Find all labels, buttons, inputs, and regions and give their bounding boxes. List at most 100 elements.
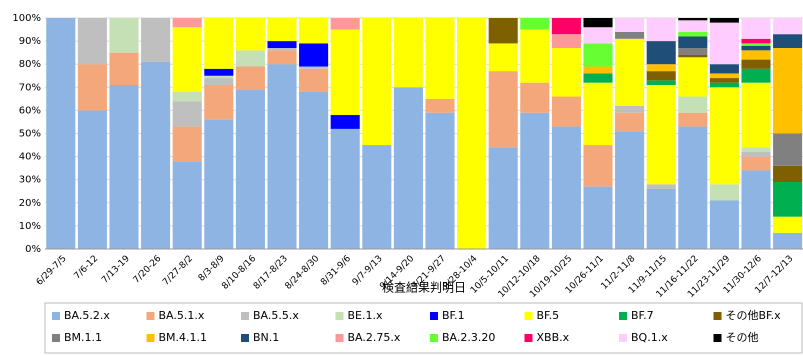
bar-segment <box>583 66 613 74</box>
bar-segment <box>646 41 676 65</box>
bar-segment <box>520 82 550 113</box>
x-tick-label: 8/31-9/6 <box>319 254 353 288</box>
bar-segment <box>330 115 360 129</box>
legend-label: BE.1.x <box>348 309 383 322</box>
legend-swatch <box>713 334 722 342</box>
bar-segment <box>615 38 645 106</box>
bar-segment <box>583 27 613 44</box>
bar-segment <box>615 112 645 132</box>
bar-segment <box>741 82 771 148</box>
y-tick-label: 10% <box>19 221 41 232</box>
bar-segment <box>678 20 708 32</box>
x-tick-label: 7/6-12 <box>73 254 101 282</box>
bar-segment <box>773 182 803 217</box>
bar-segment <box>235 50 265 67</box>
bar-segment <box>172 161 202 249</box>
legend-swatch <box>524 334 533 342</box>
bar-segment <box>425 98 455 113</box>
bar-segment <box>267 64 297 249</box>
bar-segment <box>773 232 803 249</box>
bar-segment <box>678 112 708 127</box>
bar-segment <box>299 43 329 67</box>
bar-segment <box>172 18 202 28</box>
bar-segment <box>267 48 297 51</box>
bar-segment <box>583 82 613 146</box>
legend-label: BF.5 <box>537 309 560 322</box>
bar-segment <box>235 66 265 90</box>
bar-segment <box>583 186 613 249</box>
bar-segment <box>646 84 676 185</box>
bar-segment <box>299 18 329 44</box>
bar-segment <box>678 126 708 249</box>
legend-swatch <box>241 334 249 342</box>
bar-segment <box>741 147 771 152</box>
bar-segment <box>646 18 676 42</box>
x-tick-label: 8/24-8/30 <box>284 254 322 292</box>
bar-segment <box>362 18 392 146</box>
y-tick-label: 80% <box>19 59 41 70</box>
bar-segment <box>172 91 202 102</box>
bar-segment <box>741 38 771 44</box>
y-tick-label: 50% <box>19 129 41 140</box>
bar-segment <box>520 29 550 83</box>
legend-box <box>44 302 803 354</box>
bar-segment <box>678 96 708 113</box>
bar-segment <box>267 50 297 65</box>
legend-label: その他 <box>726 331 759 344</box>
bar-segment <box>646 188 676 249</box>
bar-segment <box>709 87 739 185</box>
bar-segment <box>583 43 613 67</box>
bar-segment <box>551 34 581 49</box>
bar-segment <box>46 18 76 249</box>
legend-label: BQ.1.x <box>631 331 668 344</box>
bar-segment <box>709 22 739 65</box>
legend-label: BF.7 <box>631 309 654 322</box>
bar-segment <box>773 34 803 49</box>
x-tick-label: 7/27-8/2 <box>161 254 195 288</box>
y-tick-label: 100% <box>12 13 41 24</box>
bar-segment <box>709 18 739 23</box>
bar-segment <box>615 18 645 32</box>
legend-label: BA.2.75.x <box>348 331 401 344</box>
bar-segment <box>488 18 518 44</box>
bar-segment <box>109 52 139 85</box>
legend-label: XBB.x <box>537 331 570 344</box>
bar-segment <box>741 45 771 51</box>
legend-label: BA.5.2.x <box>64 309 110 322</box>
bar-segment <box>646 80 676 85</box>
bar-segment <box>646 64 676 72</box>
y-tick-label: 70% <box>19 82 41 93</box>
bar-segment <box>77 110 107 250</box>
y-tick-label: 0% <box>25 244 41 255</box>
bar-segment <box>583 145 613 187</box>
bar-segment <box>299 91 329 249</box>
bar-segment <box>488 71 518 148</box>
bar-segment <box>709 200 739 249</box>
legend-swatch <box>430 334 438 342</box>
x-tick-label: 8/3-8/9 <box>197 254 227 284</box>
legend-swatch <box>524 312 533 320</box>
bar-segment <box>741 68 771 83</box>
legend-label: BM.1.1 <box>64 331 102 344</box>
bar-segment <box>77 18 107 65</box>
y-tick-label: 60% <box>19 105 41 116</box>
bar-segment <box>741 156 771 171</box>
bar-segment <box>773 216 803 233</box>
bar-segment <box>109 18 139 53</box>
bar-segment <box>393 87 423 249</box>
bar-segment <box>709 184 739 201</box>
bar-segment <box>741 18 771 39</box>
bar-segment <box>172 101 202 127</box>
bar-segment <box>615 31 645 39</box>
bar-segment <box>678 36 708 49</box>
bar-segment <box>425 18 455 99</box>
legend-swatch <box>619 312 627 320</box>
bar-segment <box>204 84 234 120</box>
bar-segment <box>393 18 423 88</box>
bar-segment <box>678 57 708 97</box>
bar-segment <box>235 89 265 249</box>
legend-swatch <box>52 312 60 320</box>
bar-segment <box>204 68 234 76</box>
bar-segment <box>330 18 360 30</box>
